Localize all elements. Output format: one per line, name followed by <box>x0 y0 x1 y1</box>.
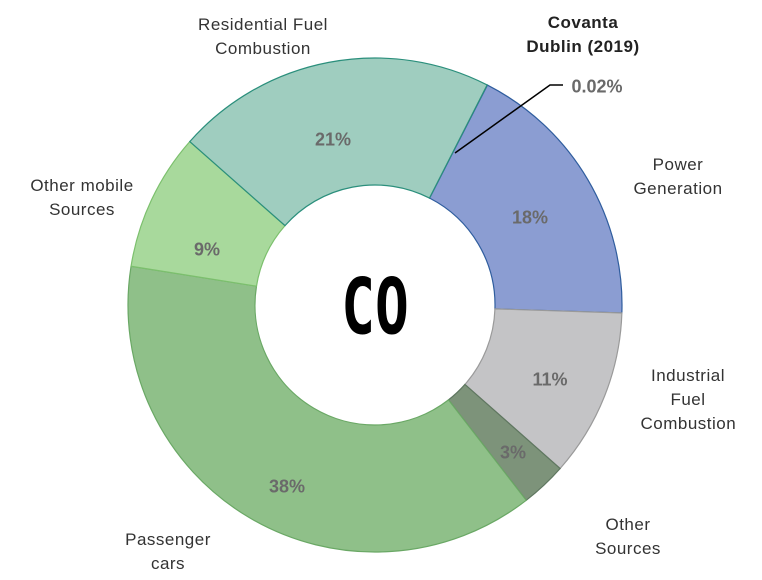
category-label: Passenger cars <box>125 530 211 573</box>
slice <box>188 57 488 227</box>
slice <box>428 84 623 314</box>
category-label: Power Generation <box>633 155 723 198</box>
slices <box>127 57 623 553</box>
value-label: 21% <box>314 129 352 150</box>
value-label: 18% <box>511 207 549 228</box>
value-label: 0.02% <box>571 76 623 97</box>
category-label: Covanta Dublin (2019) <box>526 13 640 56</box>
category-label: Residential Fuel Combustion <box>198 15 328 58</box>
value-label: 11% <box>532 369 568 390</box>
leader-line <box>454 84 563 154</box>
value-label: 3% <box>499 442 527 463</box>
category-label: Other mobile Sources <box>30 176 134 219</box>
value-label: 38% <box>268 476 306 497</box>
category-label: Other Sources <box>595 515 661 558</box>
value-label: 9% <box>193 239 221 260</box>
slice <box>127 265 528 553</box>
center-label: CO <box>341 262 409 353</box>
category-label: Industrial Fuel Combustion <box>640 366 737 433</box>
